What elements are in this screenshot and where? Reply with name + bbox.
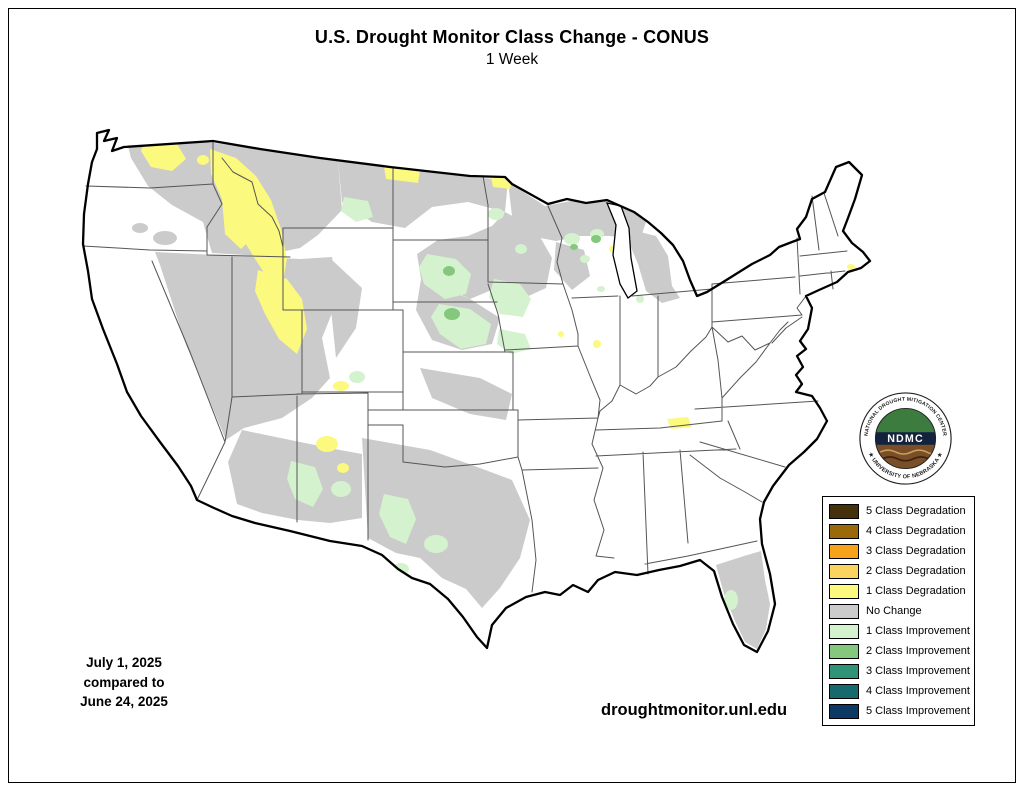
state-borders: [82, 140, 848, 593]
class-change-fill-regions: [125, 134, 855, 649]
title-block: U.S. Drought Monitor Class Change - CONU…: [0, 27, 1024, 69]
legend-color-swatch: [829, 663, 859, 679]
logo-wave-line-2: [881, 456, 930, 462]
website-url: droughtmonitor.unl.edu: [601, 701, 788, 719]
legend-item-label: 4 Class Improvement: [866, 685, 970, 697]
legend-item: 1 Class Degradation: [829, 581, 972, 601]
legend-item: 2 Class Degradation: [829, 561, 972, 581]
logo-prairie-band: [875, 408, 936, 439]
page-subtitle: 1 Week: [485, 51, 539, 68]
legend-item: 1 Class Improvement: [829, 621, 972, 641]
logo-inner-ring: [874, 407, 937, 470]
legend-color-swatch: [829, 503, 859, 519]
logo-name-band: [875, 432, 936, 445]
legend-color-swatch: [829, 563, 859, 579]
legend-item: 5 Class Improvement: [829, 701, 972, 721]
legend-item-label: 4 Class Degradation: [866, 525, 966, 537]
improvement-2-regions: [443, 235, 601, 320]
legend-item: 2 Class Improvement: [829, 641, 972, 661]
legend-item-label: 5 Class Improvement: [866, 705, 970, 717]
legend-item-label: 1 Class Improvement: [866, 625, 970, 637]
legend-color-swatch: [829, 643, 859, 659]
legend-item: 5 Class Degradation: [829, 501, 972, 521]
logo-acronym: NDMC: [887, 433, 924, 445]
logo-emblem: [875, 408, 936, 469]
page-title: U.S. Drought Monitor Class Change - CONU…: [314, 27, 710, 47]
legend-item: No Change: [829, 601, 972, 621]
legend-color-swatch: [829, 683, 859, 699]
conus-outline: [81, 128, 872, 654]
improvement-1-regions: [287, 197, 738, 610]
legend-color-swatch: [829, 523, 859, 539]
date-line-1: July 1, 2025: [86, 655, 162, 670]
no-change-regions: [125, 134, 770, 649]
legend-item: 3 Class Improvement: [829, 661, 972, 681]
legend-item: 4 Class Degradation: [829, 521, 972, 541]
legend-item-label: 5 Class Degradation: [866, 505, 966, 517]
legend-color-swatch: [829, 603, 859, 619]
legend-color-swatch: [829, 623, 859, 639]
legend-item: 3 Class Degradation: [829, 541, 972, 561]
legend-item: 4 Class Improvement: [829, 681, 972, 701]
legend: 5 Class Degradation 4 Class Degradation 3 …: [822, 496, 975, 726]
date-line-2: compared to: [83, 674, 165, 690]
legend-color-swatch: [829, 703, 859, 719]
date-line-3: June 24, 2025: [80, 694, 168, 710]
lake-michigan: [605, 202, 638, 299]
legend-item-label: 2 Class Degradation: [866, 565, 966, 577]
legend-color-swatch: [829, 583, 859, 599]
degradation-1-regions: [141, 139, 855, 495]
logo-wave-line-1: [879, 449, 936, 455]
ndmc-logo: NATIONAL DROUGHT MITIGATION CENTER NDMC …: [859, 392, 952, 485]
legend-item-label: No Change: [866, 605, 922, 617]
date-caption: July 1, 2025 compared to June 24, 2025: [49, 653, 199, 712]
legend-color-swatch: [829, 543, 859, 559]
legend-item-label: 3 Class Degradation: [866, 545, 966, 557]
legend-item-label: 3 Class Improvement: [866, 665, 970, 677]
legend-item-label: 1 Class Degradation: [866, 585, 966, 597]
legend-item-label: 2 Class Improvement: [866, 645, 970, 657]
legend-items: 5 Class Degradation 4 Class Degradation 3 …: [829, 501, 972, 721]
